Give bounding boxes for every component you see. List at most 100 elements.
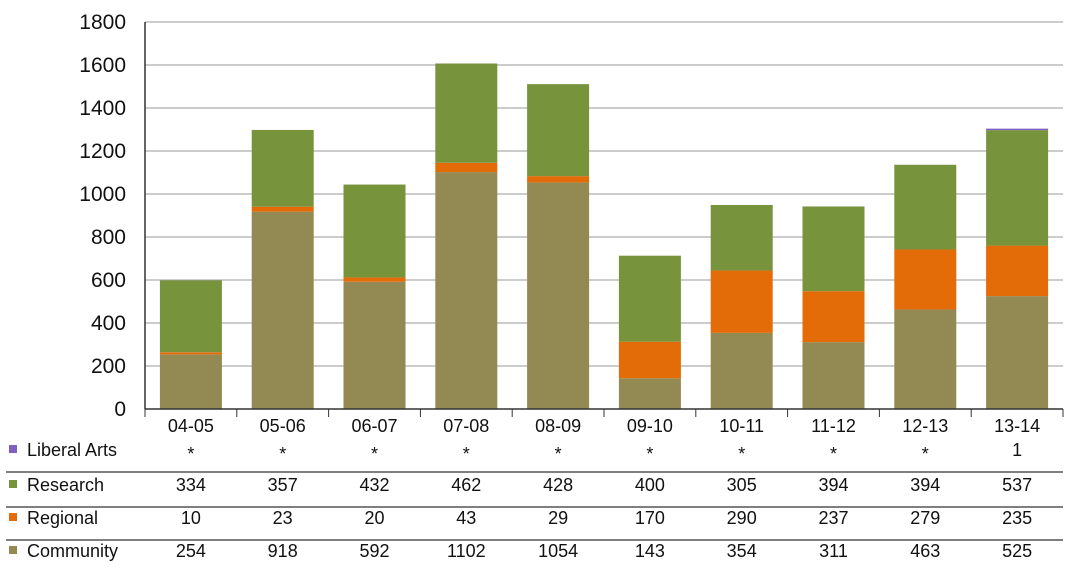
bar-regional [986, 245, 1049, 297]
x-tick-label: 11-12 [811, 416, 856, 436]
bar-liberal-arts [986, 128, 1049, 131]
bars [159, 63, 1049, 409]
bar-regional [159, 352, 222, 355]
table-cell: 394 [818, 475, 848, 495]
y-tick-label: 800 [91, 226, 126, 249]
table-cell: 20 [364, 508, 384, 528]
table-cell: 10 [181, 508, 201, 528]
row-label: Regional [27, 508, 98, 528]
table-cell: 354 [727, 541, 757, 561]
bar-community [618, 378, 681, 409]
bar-community [710, 332, 773, 409]
y-tick-label: 1800 [79, 11, 126, 34]
table-cell: 279 [910, 508, 940, 528]
table-cell: 334 [176, 475, 206, 495]
legend-key-research [9, 480, 17, 488]
table-cell: 23 [273, 508, 293, 528]
bar-research [251, 129, 314, 207]
table-cell: 43 [456, 508, 476, 528]
y-tick-label: 1200 [79, 140, 126, 163]
table-cell: 1102 [447, 541, 486, 561]
data-table: Liberal Arts * * * * * * * * * 1 Research 334 357 432 4… [6, 440, 1063, 561]
table-cell: 237 [818, 508, 848, 528]
table-cell: 235 [1002, 508, 1032, 528]
bar-research [435, 63, 498, 163]
table-cell: 918 [268, 541, 298, 561]
y-tick-label: 1600 [79, 54, 126, 77]
table-cell: * [187, 444, 194, 464]
bar-regional [435, 162, 498, 173]
bar-research [159, 280, 222, 353]
legend-key-regional [9, 513, 17, 521]
bar-research [343, 184, 406, 278]
table-cell: 29 [548, 508, 568, 528]
y-tick-label: 1400 [79, 97, 126, 120]
bar-regional [251, 206, 314, 212]
table-cell: 1 [1012, 440, 1022, 460]
bar-community [159, 354, 222, 409]
y-tick-label: 1000 [79, 183, 126, 206]
legend-key-liberal-arts [9, 445, 17, 453]
y-tick-label: 600 [91, 269, 126, 292]
bar-research [710, 204, 773, 271]
bar-research [527, 84, 590, 177]
table-cell: 143 [635, 541, 665, 561]
bar-community [343, 281, 406, 409]
bar-regional [894, 249, 957, 310]
table-cell: 1054 [538, 541, 578, 561]
x-tick-label: 08-09 [535, 416, 581, 436]
table-cell: 357 [268, 475, 298, 495]
table-cell: 305 [727, 475, 757, 495]
bar-community [251, 211, 314, 409]
table-cell: 462 [451, 475, 481, 495]
bar-regional [343, 277, 406, 282]
table-cell: 400 [635, 475, 665, 495]
table-cell: 170 [635, 508, 665, 528]
table-cell: 463 [910, 541, 940, 561]
x-axis: 04-05 05-06 06-07 07-08 08-09 09-10 10-11 11-12… [144, 408, 1064, 436]
bar-community [894, 309, 957, 409]
row-label: Research [27, 475, 104, 495]
table-cell: 290 [727, 508, 757, 528]
bar-community [435, 172, 498, 409]
table-cell: 428 [543, 475, 573, 495]
table-cell: 525 [1002, 541, 1032, 561]
y-axis: 0 200 400 600 800 1000 1200 1400 1600 1800 [79, 11, 146, 421]
table-cell: 394 [910, 475, 940, 495]
bar-research [986, 130, 1049, 246]
table-cell: * [279, 444, 286, 464]
bar-community [802, 342, 865, 409]
bar-regional [710, 270, 773, 333]
legend-key-community [9, 546, 17, 554]
x-tick-label: 10-11 [719, 416, 764, 436]
x-tick-label: 09-10 [627, 416, 673, 436]
bar-research [894, 164, 957, 250]
bar-community [527, 182, 590, 409]
table-cell: * [646, 444, 653, 464]
row-label: Community [27, 541, 118, 561]
table-cell: 592 [359, 541, 389, 561]
bar-research [802, 206, 865, 292]
bar-research [618, 255, 681, 342]
table-cell: 254 [176, 541, 206, 561]
row-label: Liberal Arts [27, 440, 117, 460]
y-tick-label: 400 [91, 312, 126, 335]
x-tick-label: 13-14 [994, 416, 1040, 436]
y-tick-label: 200 [91, 355, 126, 378]
table-cell: 432 [359, 475, 389, 495]
table-cell: 311 [819, 541, 848, 561]
table-cell: * [555, 444, 562, 464]
table-cell: 537 [1002, 475, 1032, 495]
x-tick-label: 07-08 [443, 416, 489, 436]
bar-community [986, 296, 1049, 409]
table-cell: * [922, 444, 929, 464]
x-tick-label: 06-07 [351, 416, 397, 436]
table-cell: * [463, 444, 470, 464]
table-cell: * [371, 444, 378, 464]
y-tick-label: 0 [114, 398, 126, 421]
bar-regional [618, 341, 681, 379]
x-tick-label: 12-13 [902, 416, 948, 436]
table-cell: * [830, 444, 837, 464]
bar-regional [527, 176, 590, 183]
